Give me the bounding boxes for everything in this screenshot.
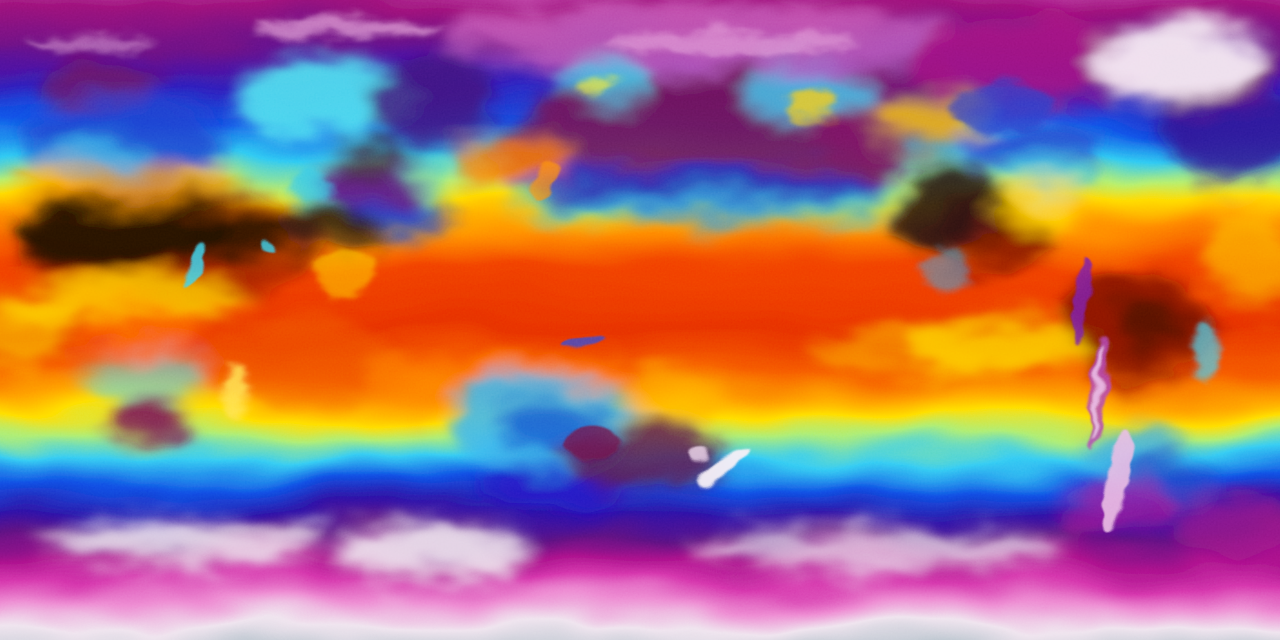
grain-texture-overlay [0,0,1280,640]
heatmap-canvas [0,0,1280,640]
global-temperature-map [0,0,1280,640]
